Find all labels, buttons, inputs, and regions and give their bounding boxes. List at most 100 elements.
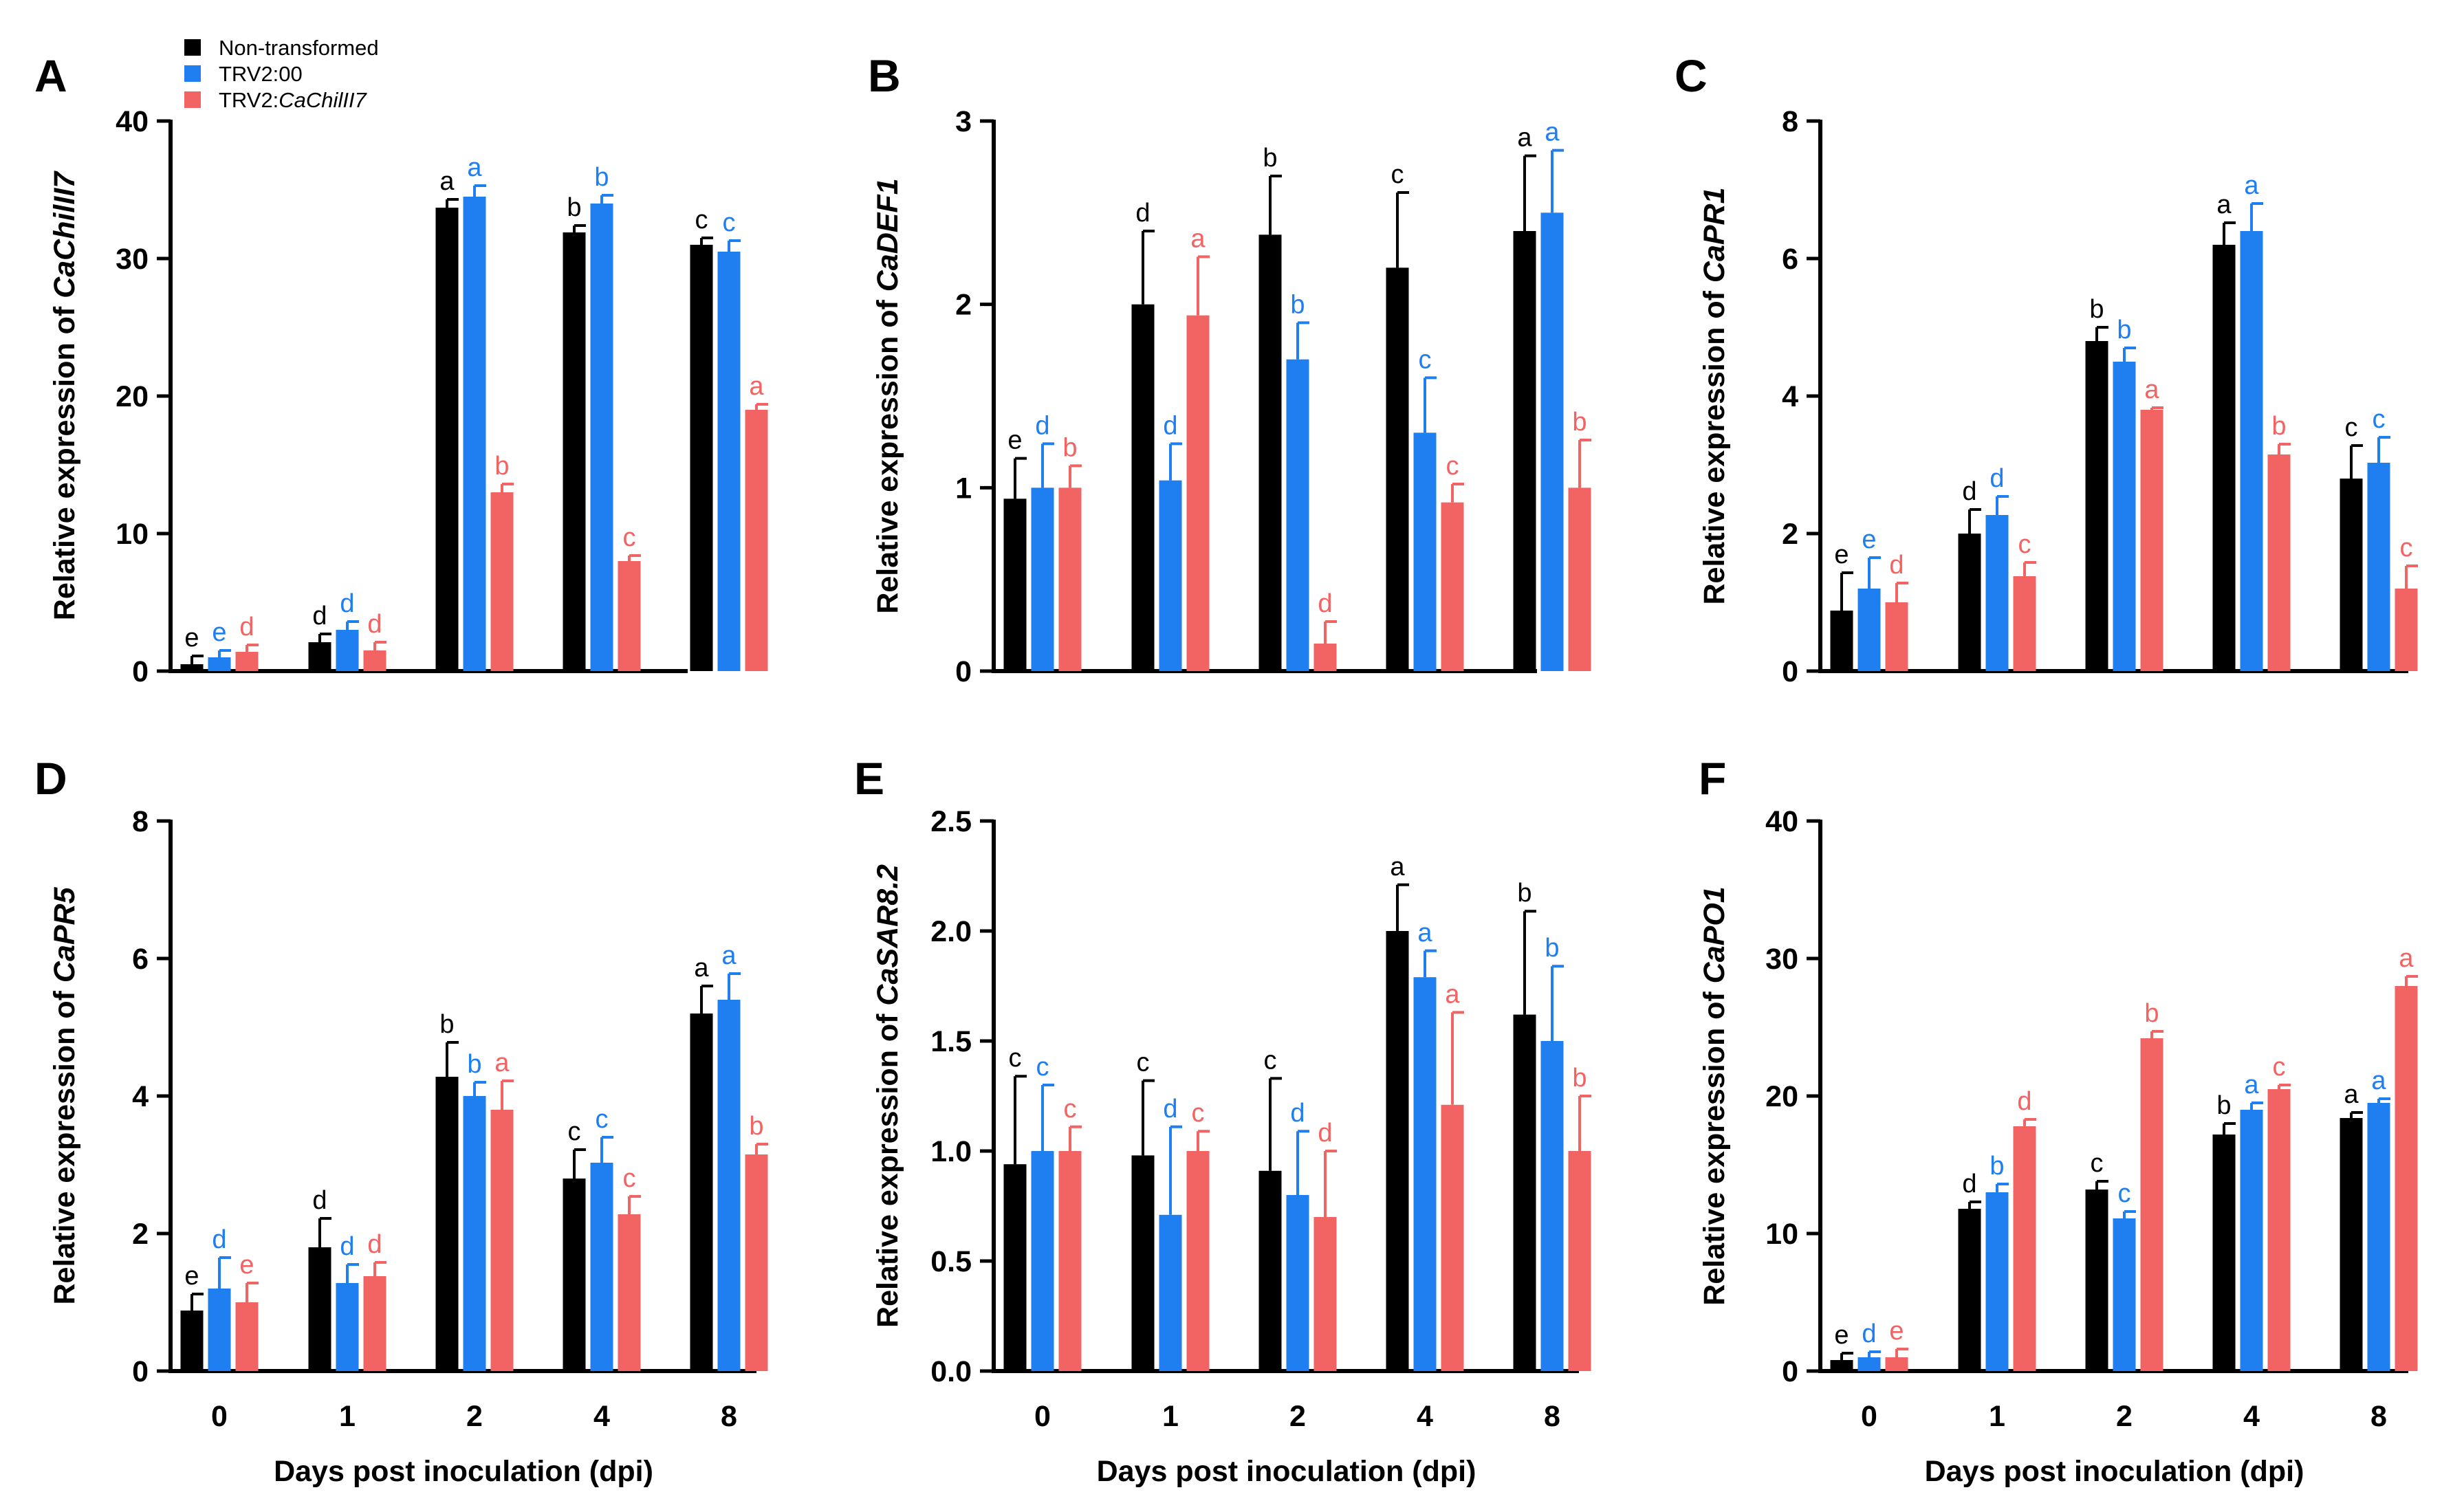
bar-non-transformed — [2340, 479, 2363, 671]
bar-trv2-00 — [717, 1000, 741, 1371]
bar-trv2-00 — [2113, 1218, 2136, 1371]
panel-letter: C — [1675, 50, 1708, 101]
bar-trv2-cachilli7 — [618, 561, 641, 671]
y-tick-label: 0.5 — [930, 1245, 972, 1278]
panel-letter: E — [854, 753, 884, 804]
bar-trv2-cachilli7 — [1568, 487, 1591, 671]
y-tick-label: 6 — [132, 943, 149, 976]
panel-f: F 0 10 20 30 40 Relative expression of CaPO1 0 e… — [1698, 753, 2418, 1488]
significance-letter-trv2-cachilli7: a — [2144, 375, 2159, 404]
y-tick-label: 0.0 — [930, 1355, 972, 1388]
legend-swatch-trv2-00 — [184, 65, 201, 82]
bar-trv2-cachilli7 — [363, 1276, 386, 1371]
significance-letter-non-transformed: c — [1264, 1046, 1277, 1075]
bar-non-transformed — [1386, 267, 1409, 671]
bar-trv2-cachilli7 — [2140, 410, 2163, 671]
legend-label-non-transformed: Non-transformed — [219, 36, 379, 60]
bar-trv2-cachilli7 — [1885, 602, 1908, 671]
bar-trv2-cachilli7 — [490, 1110, 514, 1371]
bar-non-transformed — [1386, 931, 1409, 1371]
bar-trv2-00 — [1159, 480, 1182, 671]
significance-letter-trv2-cachilli7: b — [2271, 412, 2286, 441]
significance-letter-trv2-00: b — [1989, 1152, 2004, 1181]
y-tick-label: 0 — [1782, 655, 1798, 688]
significance-letter-trv2-00: a — [1545, 118, 1560, 147]
significance-letter-trv2-00: c — [2118, 1179, 2131, 1208]
significance-letter-non-transformed: a — [2344, 1080, 2359, 1109]
bar-trv2-cachilli7 — [2267, 1089, 2291, 1371]
y-axis-label: Relative expression of CaDEF1 — [871, 178, 904, 613]
y-axis-label: Relative expression of CaSAR8.2 — [871, 864, 904, 1328]
bar-non-transformed — [308, 1247, 331, 1371]
bar-trv2-00 — [336, 1283, 359, 1371]
legend-label-trv2-00: TRV2:00 — [219, 62, 303, 86]
y-tick-label: 1.0 — [930, 1135, 972, 1168]
panel-letter: F — [1699, 753, 1726, 804]
panel-letter: B — [868, 50, 901, 101]
significance-letter-non-transformed: d — [1962, 1170, 1976, 1198]
significance-letter-trv2-00: d — [1989, 464, 2004, 493]
bar-non-transformed — [2085, 341, 2108, 671]
y-axis-label: Relative expression of CaPR5 — [48, 886, 81, 1304]
significance-letter-non-transformed: b — [1517, 879, 1531, 908]
bar-trv2-cachilli7 — [1441, 502, 1464, 671]
x-tick-label: 0 — [1034, 1400, 1051, 1433]
x-tick-label: 2 — [466, 1400, 483, 1433]
bar-trv2-00 — [2240, 1110, 2263, 1371]
y-tick-label: 3 — [955, 105, 972, 138]
bar-non-transformed — [1258, 234, 1282, 671]
significance-letter-trv2-00: d — [1290, 1099, 1305, 1128]
x-tick-label: 1 — [1162, 1400, 1179, 1433]
y-tick-label: 0 — [955, 655, 972, 688]
bar-trv2-00 — [2240, 231, 2263, 671]
significance-letter-trv2-00: b — [1545, 934, 1559, 963]
significance-letter-trv2-00: a — [2244, 1071, 2259, 1099]
y-axis-label-prefix: Relative expression of — [48, 298, 81, 620]
bar-trv2-00 — [1286, 359, 1309, 671]
y-tick-label: 2 — [955, 289, 972, 322]
significance-letter-trv2-cachilli7: d — [367, 610, 382, 639]
legend-label-gene: CaChilII7 — [279, 88, 367, 112]
significance-letter-trv2-00: d — [340, 589, 354, 618]
significance-letter-non-transformed: c — [2091, 1149, 2104, 1178]
bar-trv2-00 — [1540, 1041, 1564, 1371]
y-axis-label: Relative expression of CaPR1 — [1698, 187, 1731, 604]
x-tick-label: 8 — [721, 1400, 737, 1433]
bar-non-transformed — [2085, 1190, 2108, 1371]
significance-letter-trv2-cachilli7: c — [623, 523, 636, 552]
y-tick-label: 10 — [1765, 1218, 1798, 1251]
y-tick-label: 0 — [132, 655, 149, 688]
significance-letter-non-transformed: c — [1009, 1044, 1022, 1073]
significance-letter-trv2-cachilli7: a — [749, 372, 764, 401]
significance-letter-non-transformed: b — [2216, 1091, 2231, 1120]
significance-letter-trv2-00: a — [2244, 171, 2259, 200]
significance-letter-trv2-cachilli7: d — [1318, 589, 1332, 618]
x-tick-label: 2 — [2116, 1400, 2133, 1433]
bar-non-transformed — [563, 1179, 586, 1371]
significance-letter-trv2-cachilli7: a — [1445, 980, 1460, 1009]
bar-trv2-00 — [1857, 589, 1881, 671]
panel-letter: D — [34, 753, 67, 804]
bar-trv2-cachilli7 — [1058, 487, 1082, 671]
significance-letter-trv2-00: c — [1419, 345, 1432, 374]
bar-trv2-cachilli7 — [2395, 986, 2418, 1371]
y-axis-label: Relative expression of CaChilII7 — [48, 171, 81, 620]
significance-letter-trv2-cachilli7: d — [239, 613, 254, 642]
bar-trv2-00 — [1286, 1195, 1309, 1371]
bar-trv2-00 — [208, 1289, 231, 1371]
significance-letter-trv2-cachilli7: d — [367, 1230, 382, 1259]
y-axis-label-prefix: Relative expression of — [1698, 283, 1731, 604]
significance-letter-trv2-00: d — [1035, 411, 1049, 440]
legend-swatch-non-transformed — [184, 39, 201, 56]
y-tick-label: 1 — [955, 472, 972, 505]
significance-letter-trv2-cachilli7: a — [1190, 224, 1206, 253]
bar-non-transformed — [1258, 1170, 1282, 1371]
significance-letter-non-transformed: d — [312, 602, 327, 631]
bar-non-transformed — [1131, 1155, 1155, 1371]
bar-trv2-00 — [1031, 1151, 1054, 1371]
legend-swatch-trv2-cachilli7 — [184, 91, 201, 108]
significance-letter-non-transformed: b — [567, 193, 581, 222]
y-tick-label: 2.5 — [930, 805, 972, 838]
bar-non-transformed — [308, 642, 331, 671]
